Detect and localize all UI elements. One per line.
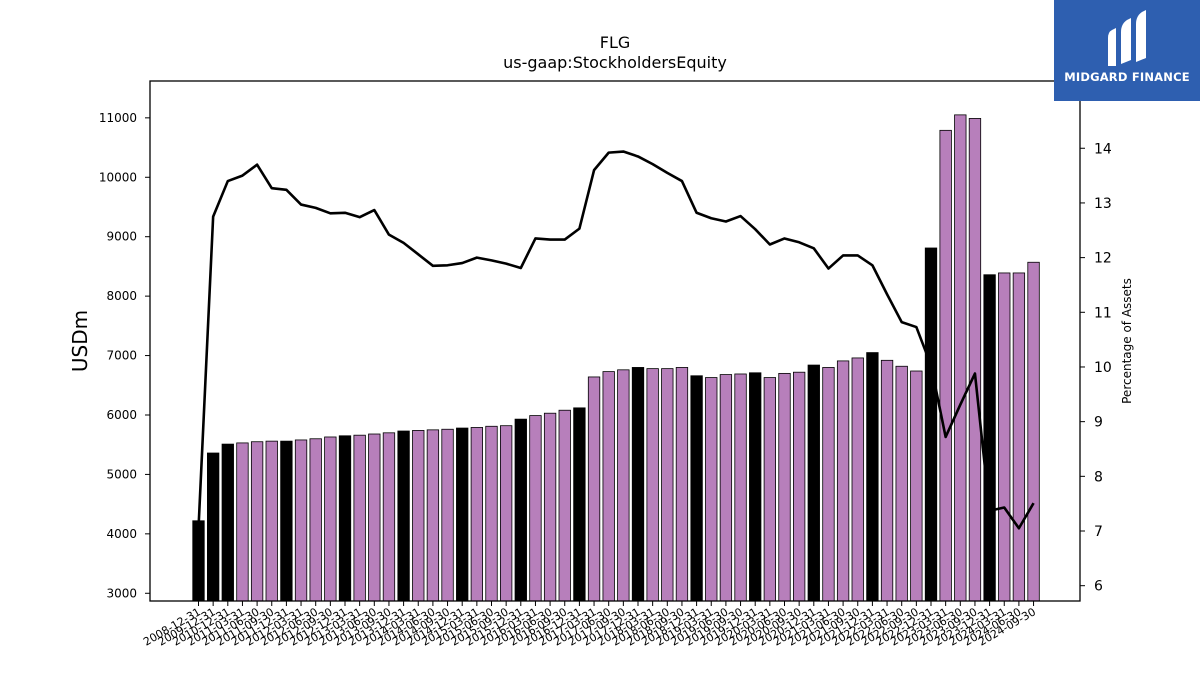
bar	[353, 434, 366, 602]
bar	[558, 409, 571, 602]
bar	[1027, 261, 1040, 602]
y-tick-label: 7000	[106, 349, 137, 363]
bar	[968, 118, 982, 602]
bar	[749, 372, 762, 602]
bar	[412, 430, 425, 602]
bar	[294, 439, 308, 602]
bar	[939, 129, 952, 602]
bar	[719, 374, 733, 602]
bar	[221, 443, 234, 602]
bar	[514, 418, 527, 602]
y2-tick-label: 9	[1094, 415, 1103, 431]
bar	[793, 371, 806, 602]
bar	[763, 377, 776, 602]
y-tick-label: 6000	[106, 408, 137, 422]
bar	[338, 435, 352, 602]
bar	[543, 412, 557, 602]
bar	[836, 360, 850, 602]
series-line	[197, 150, 1035, 530]
bar	[617, 369, 630, 602]
bar	[382, 432, 396, 602]
bar	[675, 367, 689, 602]
bar	[631, 367, 645, 602]
y2-tick-label: 11	[1094, 305, 1112, 321]
y-tick-label: 8000	[106, 289, 137, 303]
y2-tick-label: 12	[1094, 251, 1112, 267]
chart-title: FLG	[600, 33, 631, 52]
bar	[880, 359, 894, 602]
bar	[397, 430, 410, 602]
bar	[206, 452, 220, 602]
y-axis-label: USDm	[68, 310, 92, 372]
bar	[456, 427, 469, 602]
bar	[734, 373, 747, 602]
bar	[573, 407, 586, 602]
bar	[778, 372, 791, 602]
chart-subtitle: us-gaap:StockholdersEquity	[503, 53, 727, 72]
y-tick-label: 10000	[99, 170, 137, 184]
bar	[646, 368, 659, 602]
y-tick-label: 3000	[106, 586, 137, 600]
bar	[661, 368, 674, 602]
y2-tick-label: 13	[1094, 196, 1112, 212]
bar	[309, 438, 322, 602]
y2-tick-label: 10	[1094, 360, 1112, 376]
bar	[441, 428, 454, 602]
bar	[954, 114, 967, 602]
bar	[983, 274, 996, 602]
bar	[265, 440, 278, 602]
y2-tick-label: 7	[1094, 524, 1103, 540]
y2-tick-label: 8	[1094, 469, 1103, 485]
bar	[690, 375, 703, 602]
logo-text: MIDGARD FINANCE	[1064, 70, 1190, 84]
bar	[705, 377, 718, 602]
bar	[499, 425, 513, 602]
bar	[529, 415, 542, 602]
bar	[924, 247, 938, 602]
bar	[822, 367, 835, 602]
y2-tick-label: 14	[1094, 141, 1112, 157]
bar	[998, 272, 1011, 602]
line-layer	[197, 150, 1035, 530]
bar	[895, 365, 908, 602]
y-axis-left: 3000 4000 5000 6000 7000 8000 9000 10000 11000	[99, 111, 150, 600]
bar	[470, 427, 484, 602]
bar	[1012, 272, 1026, 602]
bar	[807, 364, 820, 602]
brand-logo: MIDGARD FINANCE	[1054, 0, 1200, 101]
bar	[236, 442, 249, 602]
bar	[280, 440, 293, 602]
bar	[250, 441, 264, 602]
y2-tick-label: 6	[1094, 579, 1103, 595]
plot-frame	[149, 80, 1081, 602]
bar	[587, 376, 601, 602]
bar	[866, 352, 879, 602]
bar	[851, 357, 864, 602]
bar	[910, 370, 923, 602]
y-tick-label: 9000	[106, 230, 137, 244]
y2-axis-label: Percentage of Assets	[1120, 278, 1134, 404]
bar	[192, 520, 205, 602]
bar	[602, 371, 615, 602]
x-axis: 2008-12-312009-12-312010-12-312011-03-31…	[141, 601, 1038, 649]
logo-mark-icon	[1108, 10, 1146, 66]
bar	[485, 425, 498, 602]
bar	[426, 429, 440, 602]
bar	[368, 433, 381, 602]
y-axis-right: 6 7 8 9 10 11 12 13 14	[1080, 141, 1112, 595]
bar	[324, 436, 337, 602]
bars-layer	[192, 114, 1040, 602]
y-tick-label: 5000	[106, 467, 137, 481]
y-tick-label: 4000	[106, 527, 137, 541]
y-tick-label: 11000	[99, 111, 137, 125]
